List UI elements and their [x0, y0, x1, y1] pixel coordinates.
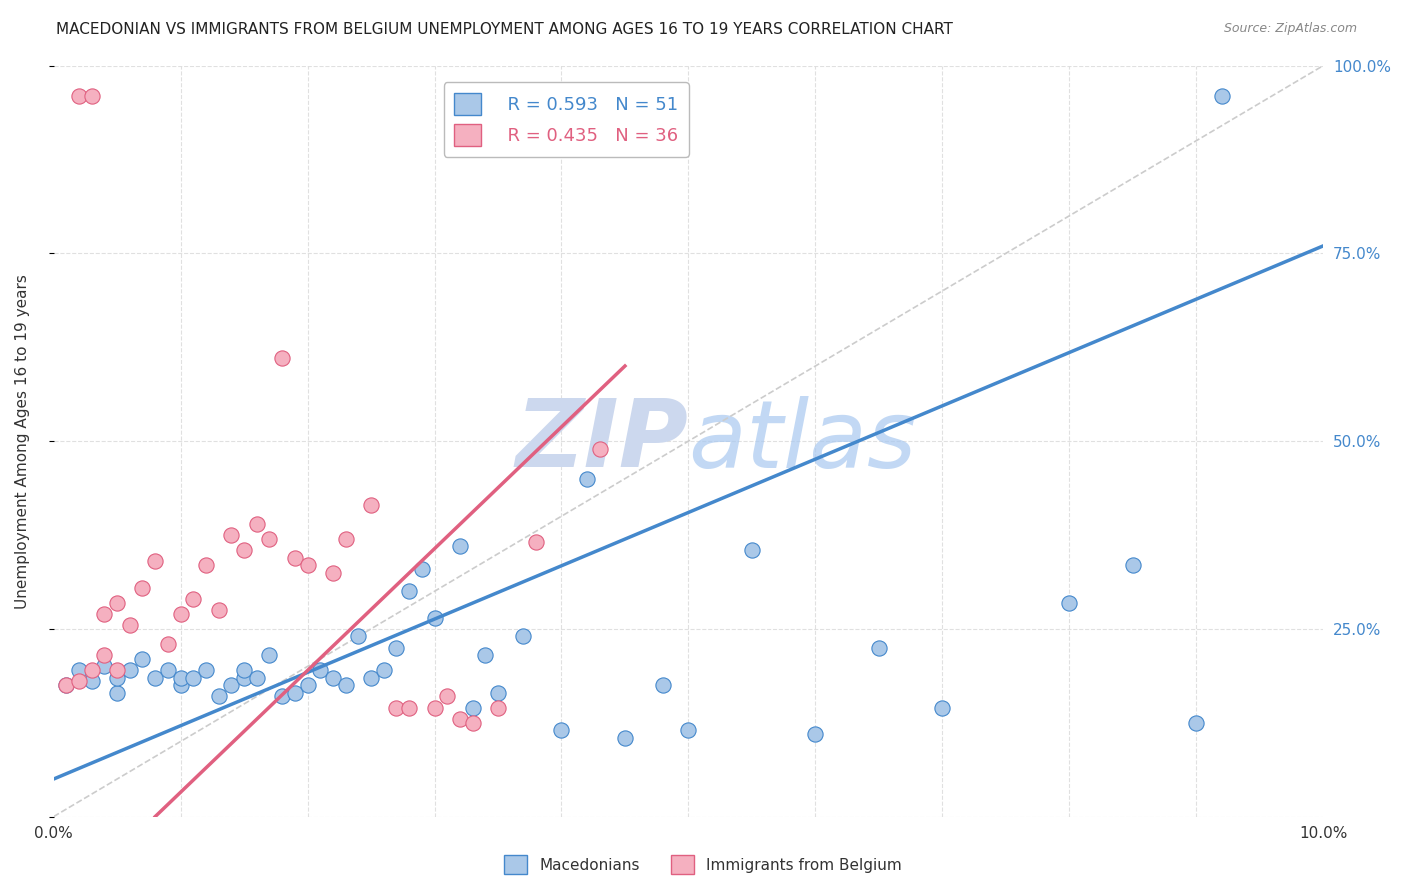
Point	[67, 663, 90, 677]
Point	[652, 678, 675, 692]
Point	[423, 610, 446, 624]
Point	[385, 640, 408, 655]
Point	[221, 678, 243, 692]
Point	[194, 558, 217, 572]
Point	[67, 674, 90, 689]
Point	[1122, 558, 1144, 572]
Point	[588, 442, 610, 456]
Point	[385, 700, 408, 714]
Point	[259, 532, 281, 546]
Point	[233, 543, 256, 558]
Point	[271, 690, 294, 704]
Point	[284, 550, 307, 565]
Text: ZIP: ZIP	[516, 395, 689, 487]
Point	[449, 539, 471, 553]
Point	[423, 700, 446, 714]
Point	[55, 678, 77, 692]
Point	[118, 618, 141, 632]
Point	[335, 678, 357, 692]
Point	[143, 671, 166, 685]
Point	[449, 712, 471, 726]
Point	[169, 671, 191, 685]
Point	[804, 727, 827, 741]
Point	[868, 640, 890, 655]
Point	[309, 663, 332, 677]
Point	[80, 88, 103, 103]
Point	[1059, 596, 1081, 610]
Point	[741, 543, 763, 558]
Point	[575, 472, 598, 486]
Point	[55, 678, 77, 692]
Point	[335, 532, 357, 546]
Point	[156, 663, 179, 677]
Point	[93, 648, 115, 662]
Point	[169, 607, 191, 621]
Point	[93, 659, 115, 673]
Point	[347, 629, 370, 643]
Point	[208, 690, 231, 704]
Point	[105, 686, 128, 700]
Point	[398, 700, 420, 714]
Point	[297, 678, 319, 692]
Point	[233, 663, 256, 677]
Point	[246, 671, 269, 685]
Point	[169, 678, 191, 692]
Point	[233, 671, 256, 685]
Legend:   R = 0.593   N = 51,   R = 0.435   N = 36: R = 0.593 N = 51, R = 0.435 N = 36	[443, 82, 689, 157]
Point	[461, 700, 484, 714]
Point	[322, 566, 344, 580]
Point	[297, 558, 319, 572]
Point	[1185, 715, 1208, 730]
Legend: Macedonians, Immigrants from Belgium: Macedonians, Immigrants from Belgium	[498, 849, 908, 880]
Point	[550, 723, 572, 738]
Point	[398, 584, 420, 599]
Point	[93, 607, 115, 621]
Point	[105, 671, 128, 685]
Point	[131, 581, 153, 595]
Point	[486, 700, 509, 714]
Point	[194, 663, 217, 677]
Point	[436, 690, 458, 704]
Point	[181, 671, 204, 685]
Text: MACEDONIAN VS IMMIGRANTS FROM BELGIUM UNEMPLOYMENT AMONG AGES 16 TO 19 YEARS COR: MACEDONIAN VS IMMIGRANTS FROM BELGIUM UN…	[56, 22, 953, 37]
Point	[613, 731, 636, 745]
Point	[221, 528, 243, 542]
Point	[118, 663, 141, 677]
Point	[208, 603, 231, 617]
Point	[105, 663, 128, 677]
Y-axis label: Unemployment Among Ages 16 to 19 years: Unemployment Among Ages 16 to 19 years	[15, 274, 30, 608]
Point	[246, 516, 269, 531]
Point	[80, 674, 103, 689]
Point	[1211, 88, 1233, 103]
Point	[373, 663, 395, 677]
Text: atlas: atlas	[689, 395, 917, 487]
Point	[156, 637, 179, 651]
Point	[271, 351, 294, 366]
Point	[360, 498, 382, 512]
Point	[474, 648, 496, 662]
Point	[360, 671, 382, 685]
Point	[143, 554, 166, 568]
Point	[461, 715, 484, 730]
Point	[678, 723, 700, 738]
Point	[105, 596, 128, 610]
Point	[322, 671, 344, 685]
Point	[80, 663, 103, 677]
Point	[259, 648, 281, 662]
Point	[67, 88, 90, 103]
Point	[486, 686, 509, 700]
Point	[512, 629, 534, 643]
Point	[181, 591, 204, 606]
Point	[931, 700, 953, 714]
Point	[284, 686, 307, 700]
Text: Source: ZipAtlas.com: Source: ZipAtlas.com	[1223, 22, 1357, 36]
Point	[411, 562, 433, 576]
Point	[524, 535, 547, 549]
Point	[131, 652, 153, 666]
